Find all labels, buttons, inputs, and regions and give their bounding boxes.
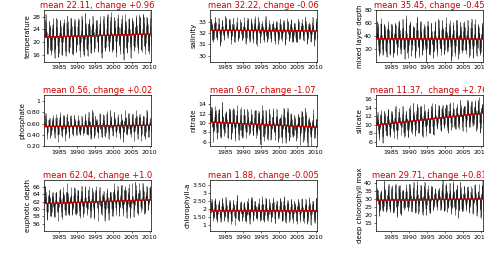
Y-axis label: chlorophyll-a: chlorophyll-a — [184, 183, 191, 228]
Title: mean 11.37,  change +2.76: mean 11.37, change +2.76 — [370, 86, 484, 95]
Title: mean 9.67, change -1.07: mean 9.67, change -1.07 — [210, 86, 315, 95]
Title: mean 22.11, change +0.96: mean 22.11, change +0.96 — [40, 1, 154, 10]
Y-axis label: mixed layer depth: mixed layer depth — [356, 4, 362, 68]
Y-axis label: phosphate: phosphate — [19, 102, 25, 139]
Title: mean 0.56, change +0.02: mean 0.56, change +0.02 — [43, 86, 151, 95]
Title: mean 1.88, change -0.005: mean 1.88, change -0.005 — [207, 171, 318, 180]
Y-axis label: salinity: salinity — [190, 23, 197, 49]
Y-axis label: deep chlorophyll max: deep chlorophyll max — [356, 168, 362, 243]
Title: mean 32.22, change -0.06: mean 32.22, change -0.06 — [207, 1, 318, 10]
Y-axis label: euphotic depth: euphotic depth — [25, 179, 31, 232]
Title: mean 35.45, change -0.45: mean 35.45, change -0.45 — [373, 1, 484, 10]
Y-axis label: silicate: silicate — [356, 108, 362, 133]
Y-axis label: temperature: temperature — [25, 14, 30, 58]
Title: mean 29.71, change +0.81: mean 29.71, change +0.81 — [371, 171, 484, 180]
Y-axis label: nitrate: nitrate — [191, 109, 197, 132]
Title: mean 62.04, change +1.0: mean 62.04, change +1.0 — [43, 171, 151, 180]
